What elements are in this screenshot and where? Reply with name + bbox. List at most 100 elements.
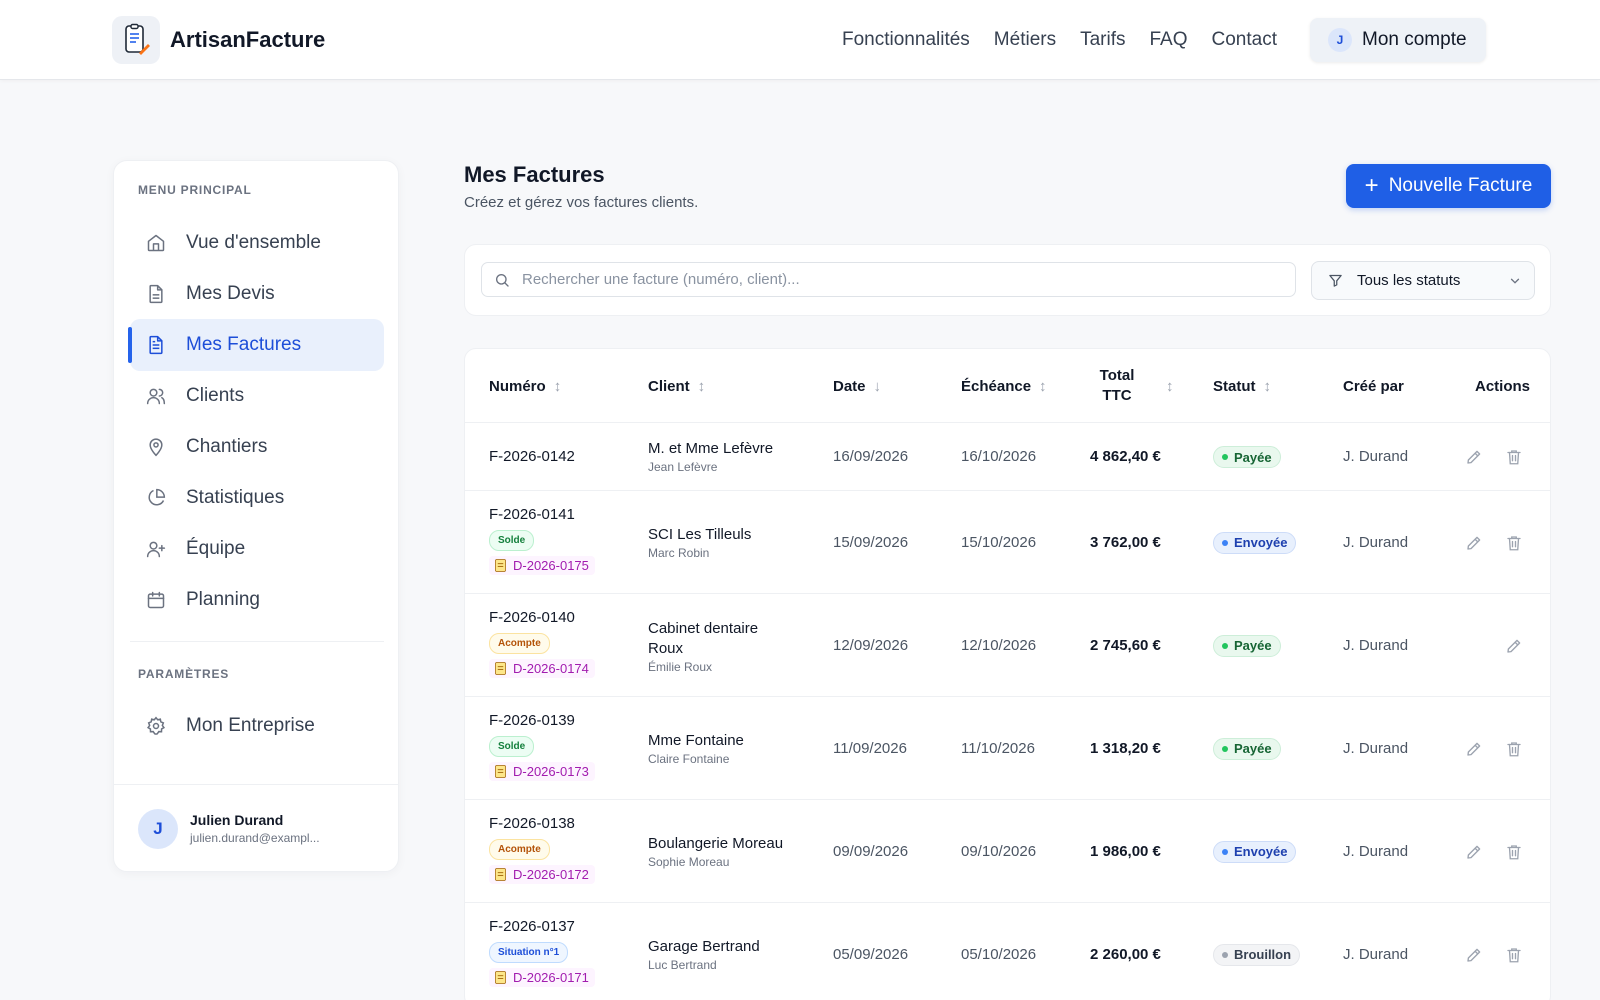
linked-quote-link[interactable]: D-2026-0175 [489, 556, 595, 575]
column-header-date[interactable]: Date ↓ [833, 349, 881, 423]
user-profile[interactable]: J Julien Durand julien.durand@exampl... [114, 784, 398, 872]
new-invoice-button[interactable]: + Nouvelle Facture [1346, 164, 1551, 208]
linked-quote-link[interactable]: D-2026-0174 [489, 659, 595, 678]
total-ttc: 2 745,60 € [1090, 636, 1161, 654]
quote-icon [495, 765, 513, 778]
page-subtitle: Créez et gérez vos factures clients. [464, 194, 699, 211]
sort-icon: ↕ [1263, 377, 1272, 395]
sidebar-item-statistiques[interactable]: Statistiques [130, 472, 384, 524]
edit-icon[interactable] [1505, 637, 1523, 655]
brand-name: ArtisanFacture [170, 27, 326, 52]
invoice-icon [149, 335, 163, 355]
nav-link-fonctionnalites[interactable]: Fonctionnalités [842, 29, 970, 50]
status-badge: Payée [1213, 737, 1281, 760]
home-icon [147, 234, 165, 252]
column-header-numero[interactable]: Numéro ↕ [489, 349, 561, 423]
invoice-type-badge: Situation n°1 [489, 942, 569, 963]
status-cell: Payée [1213, 446, 1281, 468]
status-badge: Brouillon [1213, 943, 1301, 966]
status-cell: Envoyée [1213, 840, 1297, 863]
avatar: J [138, 808, 178, 849]
edit-icon[interactable] [1465, 843, 1483, 861]
column-header-total[interactable]: Total TTC ↕ [1090, 349, 1174, 423]
table-row[interactable]: F-2026-0138 Acompte D-2026-0172 Boulangerie… [465, 800, 1550, 903]
status-filter-select[interactable]: Tous les statuts [1311, 261, 1535, 300]
status-label: Payée [1234, 638, 1272, 653]
account-label: Mon compte [1362, 29, 1467, 50]
status-dot [1222, 848, 1228, 855]
table-header: Numéro ↕ Client ↕ Date ↓ Échéance ↕ Total TT… [465, 349, 1550, 423]
main-nav: Fonctionnalités Métiers Tarifs FAQ Conta… [842, 0, 1301, 80]
column-header-echeance[interactable]: Échéance ↕ [961, 349, 1047, 423]
edit-icon[interactable] [1465, 448, 1483, 466]
column-label: Total TTC [1099, 367, 1135, 404]
nav-link-faq[interactable]: FAQ [1149, 29, 1188, 50]
column-label: Date [833, 377, 866, 395]
column-header-cree-par: Créé par [1343, 349, 1404, 423]
calendar-icon [147, 591, 165, 609]
account-button[interactable]: J Mon compte [1310, 18, 1486, 62]
invoice-number-cell: F-2026-0140 Acompte D-2026-0174 [489, 609, 595, 679]
edit-icon[interactable] [1465, 740, 1483, 758]
linked-quote-link[interactable]: D-2026-0171 [489, 968, 595, 987]
client-name: M. et Mme Lefèvre [648, 440, 774, 457]
page-title: Mes Factures [464, 162, 605, 187]
user-plus-icon [146, 541, 166, 558]
sidebar-item-label: Clients [186, 385, 245, 406]
client-contact: Marc Robin [648, 545, 710, 560]
client-contact: Jean Lefèvre [648, 460, 718, 474]
client-cell: SCI Les Tilleuls Marc Robin [648, 525, 788, 560]
search-box[interactable] [481, 262, 1296, 297]
client-cell: Mme Fontaine Claire Fontaine [648, 731, 788, 766]
linked-quote-link[interactable]: D-2026-0172 [489, 865, 595, 884]
table-row[interactable]: F-2026-0140 Acompte D-2026-0174 Cabinet den… [465, 594, 1550, 697]
pie-chart-icon [148, 488, 166, 506]
due-date: 16/10/2026 [961, 448, 1037, 465]
total-ttc: 2 260,00 € [1090, 945, 1161, 963]
client-cell: Cabinet dentaire Roux Émilie Roux [648, 619, 788, 674]
invoice-type-badge: Solde [489, 736, 535, 757]
trash-icon[interactable] [1505, 448, 1523, 466]
user-name: Julien Durand [190, 812, 284, 828]
search-input[interactable] [522, 271, 1282, 288]
status-label: Brouillon [1234, 947, 1292, 962]
trash-icon[interactable] [1505, 740, 1523, 758]
trash-icon[interactable] [1505, 843, 1523, 861]
due-date: 15/10/2026 [961, 533, 1037, 551]
column-header-statut[interactable]: Statut ↕ [1213, 349, 1271, 423]
trash-icon[interactable] [1505, 946, 1523, 964]
status-dot [1222, 951, 1228, 958]
sidebar-item-factures[interactable]: Mes Factures [128, 319, 384, 371]
edit-icon[interactable] [1465, 946, 1483, 964]
sidebar-item-clients[interactable]: Clients [130, 370, 384, 422]
table-row[interactable]: F-2026-0141 Solde D-2026-0175 SCI Les Tille… [465, 491, 1550, 594]
sidebar-item-devis[interactable]: Mes Devis [130, 268, 384, 320]
sidebar-item-label: Vue d'ensemble [186, 232, 321, 253]
table-row[interactable]: F-2026-0139 Solde D-2026-0173 Mme Fontaine C… [465, 697, 1550, 800]
invoice-number: F-2026-0139 [489, 712, 575, 729]
created-by: J. Durand [1343, 636, 1409, 654]
table-row[interactable]: F-2026-0142 M. et Mme Lefèvre Jean Lefèvre… [465, 423, 1550, 491]
table-row[interactable]: F-2026-0137 Situation n°1 D-2026-0171 Garag… [465, 903, 1550, 1000]
client-name: Garage Bertrand [648, 937, 760, 955]
sidebar-item-equipe[interactable]: Équipe [130, 523, 384, 575]
client-cell: Garage Bertrand Luc Bertrand [648, 937, 788, 972]
sidebar-item-entreprise[interactable]: Mon Entreprise [130, 700, 384, 752]
edit-icon[interactable] [1465, 534, 1483, 552]
invoice-type-badge: Acompte [489, 633, 550, 654]
due-date: 11/10/2026 [961, 739, 1035, 757]
sidebar-item-overview[interactable]: Vue d'ensemble [130, 217, 384, 269]
nav-link-metiers[interactable]: Métiers [993, 29, 1057, 50]
trash-icon[interactable] [1505, 534, 1523, 552]
sidebar-item-chantiers[interactable]: Chantiers [130, 421, 384, 473]
brand[interactable]: ArtisanFacture [112, 16, 325, 64]
column-header-client[interactable]: Client ↕ [648, 349, 705, 423]
linked-quote-link[interactable]: D-2026-0173 [489, 762, 595, 781]
client-contact: Luc Bertrand [648, 957, 717, 972]
status-badge: Payée [1213, 634, 1281, 657]
nav-link-tarifs[interactable]: Tarifs [1080, 29, 1126, 50]
column-label: Statut [1213, 377, 1256, 395]
due-date: 05/10/2026 [961, 945, 1037, 963]
nav-link-contact[interactable]: Contact [1211, 29, 1277, 50]
sidebar-item-planning[interactable]: Planning [130, 574, 384, 626]
